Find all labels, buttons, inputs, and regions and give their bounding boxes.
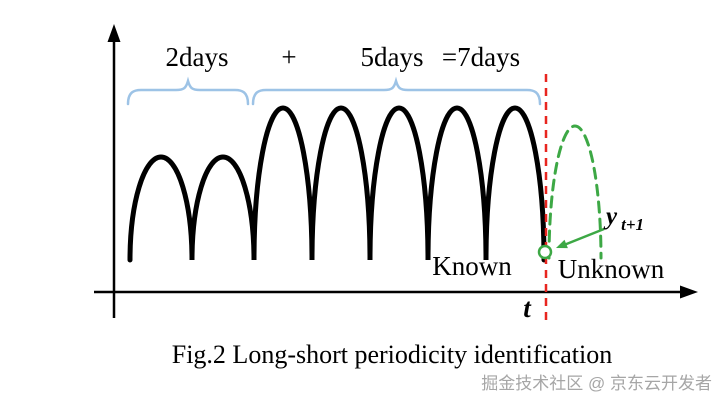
x-axis-arrowhead-icon bbox=[680, 285, 698, 299]
label-2days: 2days bbox=[166, 42, 229, 72]
unknown-region-label: Unknown bbox=[558, 254, 665, 284]
watermark-text: 掘金技术社区 @ 京东云开发者 bbox=[481, 374, 712, 393]
known-series-curve bbox=[127, 105, 547, 263]
axes bbox=[94, 24, 698, 318]
brace-2days bbox=[126, 76, 250, 106]
label-7days-total: =7days bbox=[442, 42, 520, 72]
figure-caption: Fig.2 Long-short periodicity identificat… bbox=[171, 340, 613, 369]
predicted-future-curve bbox=[547, 124, 603, 260]
label-5days: 5days bbox=[361, 42, 424, 72]
known-region-label: Known bbox=[432, 251, 512, 281]
brace-5days bbox=[251, 76, 542, 106]
prediction-arrow-line bbox=[563, 227, 605, 247]
period-braces bbox=[126, 76, 542, 106]
periodicity-figure: 2days + 5days =7days y t+1 Known Unknown… bbox=[94, 24, 698, 326]
prediction-arrowhead-icon bbox=[556, 239, 568, 249]
label-plus: + bbox=[281, 42, 296, 72]
y-axis-arrowhead-icon bbox=[107, 24, 121, 42]
prediction-label-base: y bbox=[603, 203, 618, 230]
prediction-label-subscript: t+1 bbox=[621, 215, 644, 234]
current-point-marker bbox=[537, 244, 553, 260]
prediction-label: y t+1 bbox=[603, 203, 644, 234]
prediction-arrow bbox=[556, 227, 605, 249]
time-tick-label: t bbox=[523, 293, 532, 323]
